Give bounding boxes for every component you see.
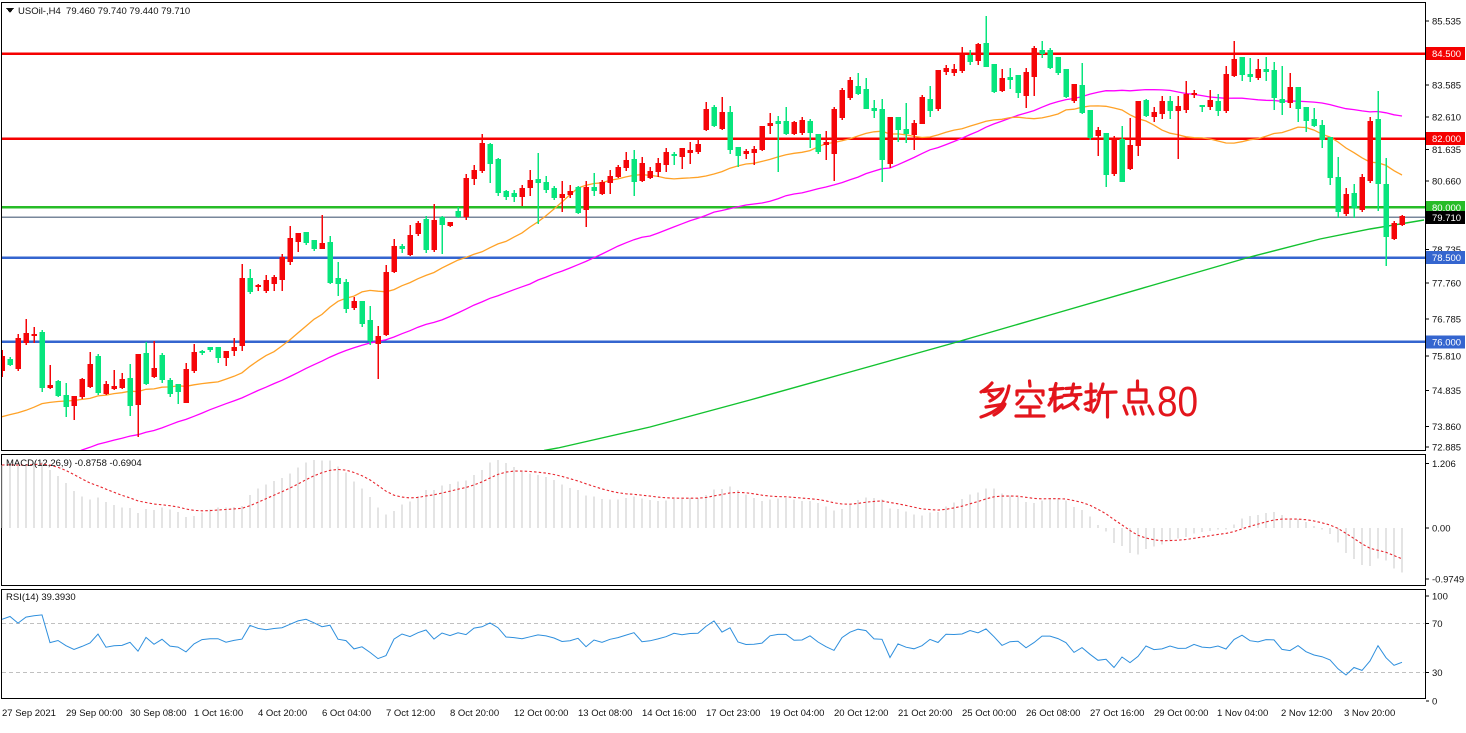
svg-text:1.206: 1.206 [1432,459,1456,470]
svg-text:85.535: 85.535 [1432,16,1461,27]
svg-text:MACD(12,26,9) -0.8758 -0.6904: MACD(12,26,9) -0.8758 -0.6904 [6,458,142,469]
svg-text:82.610: 82.610 [1432,113,1461,124]
svg-text:80.660: 80.660 [1432,177,1461,188]
svg-text:27 Oct 16:00: 27 Oct 16:00 [1090,708,1144,719]
svg-text:1 Oct 16:00: 1 Oct 16:00 [194,708,243,719]
svg-text:80.000: 80.000 [1432,203,1461,214]
svg-text:7 Oct 12:00: 7 Oct 12:00 [386,708,435,719]
svg-text:29 Sep 00:00: 29 Sep 00:00 [66,708,123,719]
svg-text:29 Oct 00:00: 29 Oct 00:00 [1154,708,1208,719]
svg-text:76.785: 76.785 [1432,315,1461,326]
svg-text:RSI(14) 39.3930: RSI(14) 39.3930 [6,592,76,603]
svg-text:79.710: 79.710 [1432,213,1461,224]
svg-text:6 Oct 04:00: 6 Oct 04:00 [322,708,371,719]
svg-text:1 Nov 04:00: 1 Nov 04:00 [1217,708,1268,719]
svg-text:70: 70 [1432,619,1443,630]
svg-text:84.500: 84.500 [1432,49,1461,60]
svg-text:78.735: 78.735 [1432,245,1461,256]
svg-text:30 Sep 08:00: 30 Sep 08:00 [130,708,187,719]
svg-text:12 Oct 00:00: 12 Oct 00:00 [514,708,568,719]
svg-text:72.885: 72.885 [1432,443,1461,454]
svg-text:3 Nov 20:00: 3 Nov 20:00 [1344,708,1395,719]
svg-text:74.835: 74.835 [1432,386,1461,397]
svg-text:4 Oct 20:00: 4 Oct 20:00 [258,708,307,719]
svg-text:2 Nov 12:00: 2 Nov 12:00 [1281,708,1332,719]
svg-text:20 Oct 12:00: 20 Oct 12:00 [834,708,888,719]
svg-text:73.860: 73.860 [1432,422,1461,433]
svg-text:30: 30 [1432,668,1443,679]
svg-text:75.810: 75.810 [1432,352,1461,363]
svg-text:100: 100 [1432,592,1448,603]
svg-text:8 Oct 20:00: 8 Oct 20:00 [450,708,499,719]
svg-text:0.00: 0.00 [1432,523,1451,534]
svg-text:21 Oct 20:00: 21 Oct 20:00 [898,708,952,719]
svg-text:78.500: 78.500 [1432,253,1461,264]
svg-text:76.000: 76.000 [1432,337,1461,348]
svg-text:83.585: 83.585 [1432,81,1461,92]
svg-text:13 Oct 08:00: 13 Oct 08:00 [578,708,632,719]
svg-text:81.635: 81.635 [1432,145,1461,156]
svg-text:14 Oct 16:00: 14 Oct 16:00 [642,708,696,719]
svg-text:26 Oct 08:00: 26 Oct 08:00 [1026,708,1080,719]
svg-text:17 Oct 23:00: 17 Oct 23:00 [706,708,760,719]
svg-text:77.760: 77.760 [1432,279,1461,290]
svg-text:0: 0 [1432,697,1437,708]
svg-text:80: 80 [1157,378,1198,425]
svg-text:25 Oct 00:00: 25 Oct 00:00 [962,708,1016,719]
svg-text:-0.9749: -0.9749 [1432,575,1464,586]
svg-text:82.000: 82.000 [1432,134,1461,145]
svg-text:19 Oct 04:00: 19 Oct 04:00 [770,708,824,719]
svg-text:USOil-,H4 79.460 79.740 79.44: USOil-,H4 79.460 79.740 79.440 79.710 [18,6,190,17]
svg-text:27 Sep 2021: 27 Sep 2021 [2,708,56,719]
